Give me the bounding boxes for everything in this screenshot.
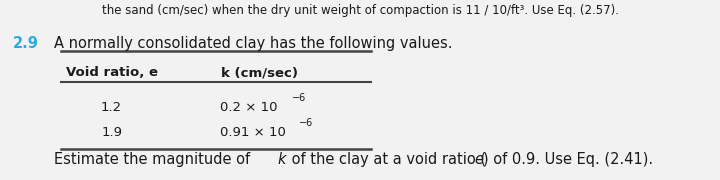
Text: A normally consolidated clay has the following values.: A normally consolidated clay has the fol… — [54, 36, 452, 51]
Text: 1.9: 1.9 — [101, 126, 122, 139]
Text: Void ratio, e: Void ratio, e — [66, 66, 158, 79]
Text: k: k — [277, 152, 286, 167]
Text: −6: −6 — [292, 93, 307, 103]
Text: −6: −6 — [299, 118, 313, 128]
Text: k (cm/sec): k (cm/sec) — [221, 66, 297, 79]
Text: 1.2: 1.2 — [101, 101, 122, 114]
Text: ) of 0.9. Use Eq. (2.41).: ) of 0.9. Use Eq. (2.41). — [483, 152, 653, 167]
Text: 0.2 × 10: 0.2 × 10 — [220, 101, 277, 114]
Text: of the clay at a void ratio (: of the clay at a void ratio ( — [287, 152, 487, 167]
Text: Estimate the magnitude of: Estimate the magnitude of — [54, 152, 255, 167]
Text: 2.9: 2.9 — [13, 36, 39, 51]
Text: the sand (cm/sec) when the dry unit weight of compaction is 11 / 10/ft³. Use Eq.: the sand (cm/sec) when the dry unit weig… — [102, 4, 618, 17]
Text: 0.91 × 10: 0.91 × 10 — [220, 126, 285, 139]
Text: e: e — [474, 152, 484, 167]
